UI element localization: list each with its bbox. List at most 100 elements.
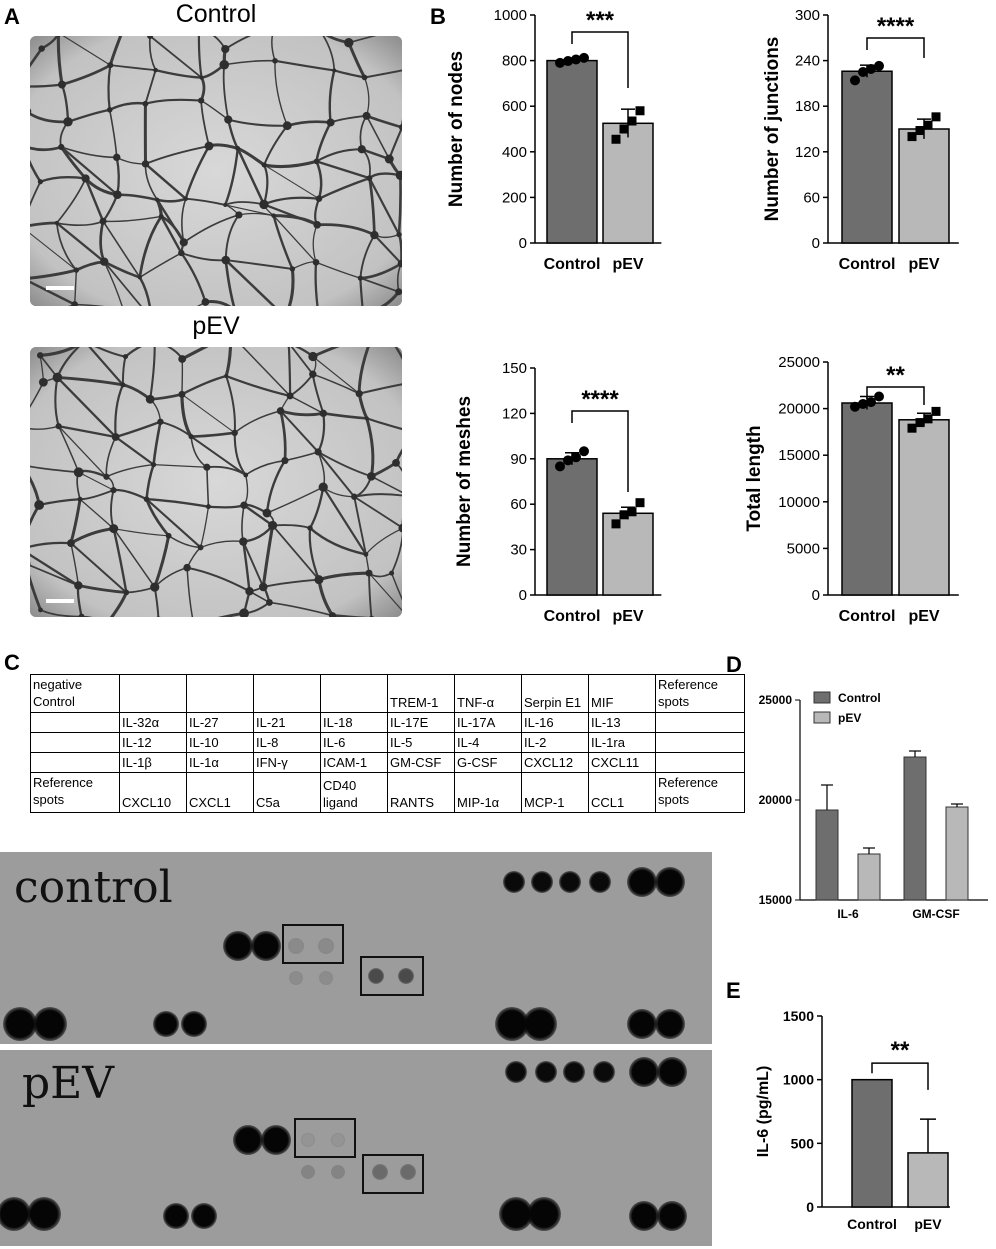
array-cell: G-CSF [454,752,522,773]
data-point [635,498,645,508]
array-cell: IL-8 [253,732,321,753]
tube-network [30,347,402,617]
array-cell [30,752,120,773]
bar-pev [602,122,654,244]
array-cell [119,674,187,713]
y-tick-label: 120 [502,405,527,422]
blot-spot-faint [331,1165,345,1179]
panel-label-c: C [4,650,20,675]
array-cell: IL-1α [186,752,254,773]
array-cell: IL-21 [253,712,321,733]
x-tick-label: pEV [914,1216,942,1232]
array-cell: IL-1ra [588,732,656,753]
chart-il6-concentration: 0 500 1000 1500 IL-6 (pg/mL) Control pEV ** [755,1008,950,1232]
bar-control [841,402,893,596]
array-cell: IL-18 [320,712,388,733]
y-tick-label: 10000 [778,494,820,511]
y-tick-label: 500 [791,1135,815,1151]
data-point [619,510,629,520]
x-tick-label: GM-CSF [912,907,959,920]
data-point [850,75,860,86]
blot-spot [535,1061,557,1083]
micro-title-pev: pEV [192,312,240,340]
array-cell: IL-1β [119,752,187,773]
data-point [563,455,573,466]
chart-number-of-meshes: 0 30 60 90 120 150 Number of meshes Control pEV *… [454,360,662,625]
y-tick-label: 240 [795,53,820,70]
blot-spot-faint [400,1164,416,1180]
array-cell: RANTS [387,772,455,813]
data-point [635,106,645,116]
array-cell: MCP-1 [521,772,589,813]
array-cell: IFN-γ [253,752,321,773]
data-point [915,418,925,428]
blot-pev: pEV [0,1050,712,1246]
data-point [858,67,868,77]
data-point [571,452,581,463]
array-cell: IL-17A [454,712,522,733]
x-tick-label: pEV [612,256,643,273]
significance-bracket [866,386,925,405]
blot-spot [0,1197,31,1231]
significance-bracket [571,410,629,492]
scale-bar [46,286,74,290]
array-cell: IL-12 [119,732,187,753]
blot-spot [3,1007,37,1041]
micro-image-control [30,36,402,306]
array-cell: IL-4 [454,732,522,753]
blot-spot [153,1011,179,1037]
data-point [923,120,933,130]
blot-spot-faint [331,1133,345,1147]
panel-label-b: B [430,4,446,29]
y-tick-label: 150 [502,360,527,377]
y-tick-label: 600 [502,98,527,115]
blot-spot-faint [372,1164,388,1180]
blot-control: control [0,852,712,1044]
bar-pev-il-6 [857,853,881,901]
array-cell: Reference spots [655,772,745,813]
x-tick-label: Control [839,256,896,273]
data-point [579,446,589,457]
highlight-box [294,1118,356,1158]
data-point [907,423,917,433]
highlight-box [360,956,424,996]
y-tick-label: 400 [502,144,527,161]
blot-spot [368,968,384,984]
bar-control-gm-csf [903,756,927,901]
y-tick-label: 0 [519,235,527,252]
bar-control [546,458,598,596]
bar-control [546,59,598,244]
array-cell: IL-16 [521,712,589,733]
data-point [858,398,868,409]
array-cell: IL-27 [186,712,254,733]
array-cell: Reference spots [655,674,745,713]
significance-bracket [866,37,925,58]
array-cell [30,712,120,733]
blot-spot [627,1009,657,1039]
y-tick-label: 15000 [778,447,820,464]
legend-label-pev: pEV [838,711,861,725]
y-tick-label: 20000 [759,793,793,807]
blot-spot [33,1007,67,1041]
array-cell [253,674,321,713]
array-cell: GM-CSF [387,752,455,773]
array-cell: ICAM-1 [320,752,388,773]
array-cell: IL-10 [186,732,254,753]
array-cell: Reference spots [30,772,120,813]
blot-spot [531,871,553,893]
array-cell [655,712,745,733]
y-tick-label: 0 [806,1199,814,1215]
array-cell: CD40 ligand [320,772,388,813]
data-point [611,519,621,529]
y-tick-label: 1500 [783,1008,814,1024]
y-tick-label: 60 [803,189,820,206]
x-tick-label: IL-6 [837,907,859,920]
y-axis-label: Number of junctions [762,37,783,222]
tube-network-pev [30,347,402,617]
x-tick-label: pEV [908,256,939,273]
chart-total-length: 0 5000 10000 15000 20000 25000 Total length Con… [744,354,959,625]
blot-spot [589,871,611,893]
bar-pev [907,1152,949,1208]
tube-network [30,36,402,306]
bar-control [851,1078,893,1208]
